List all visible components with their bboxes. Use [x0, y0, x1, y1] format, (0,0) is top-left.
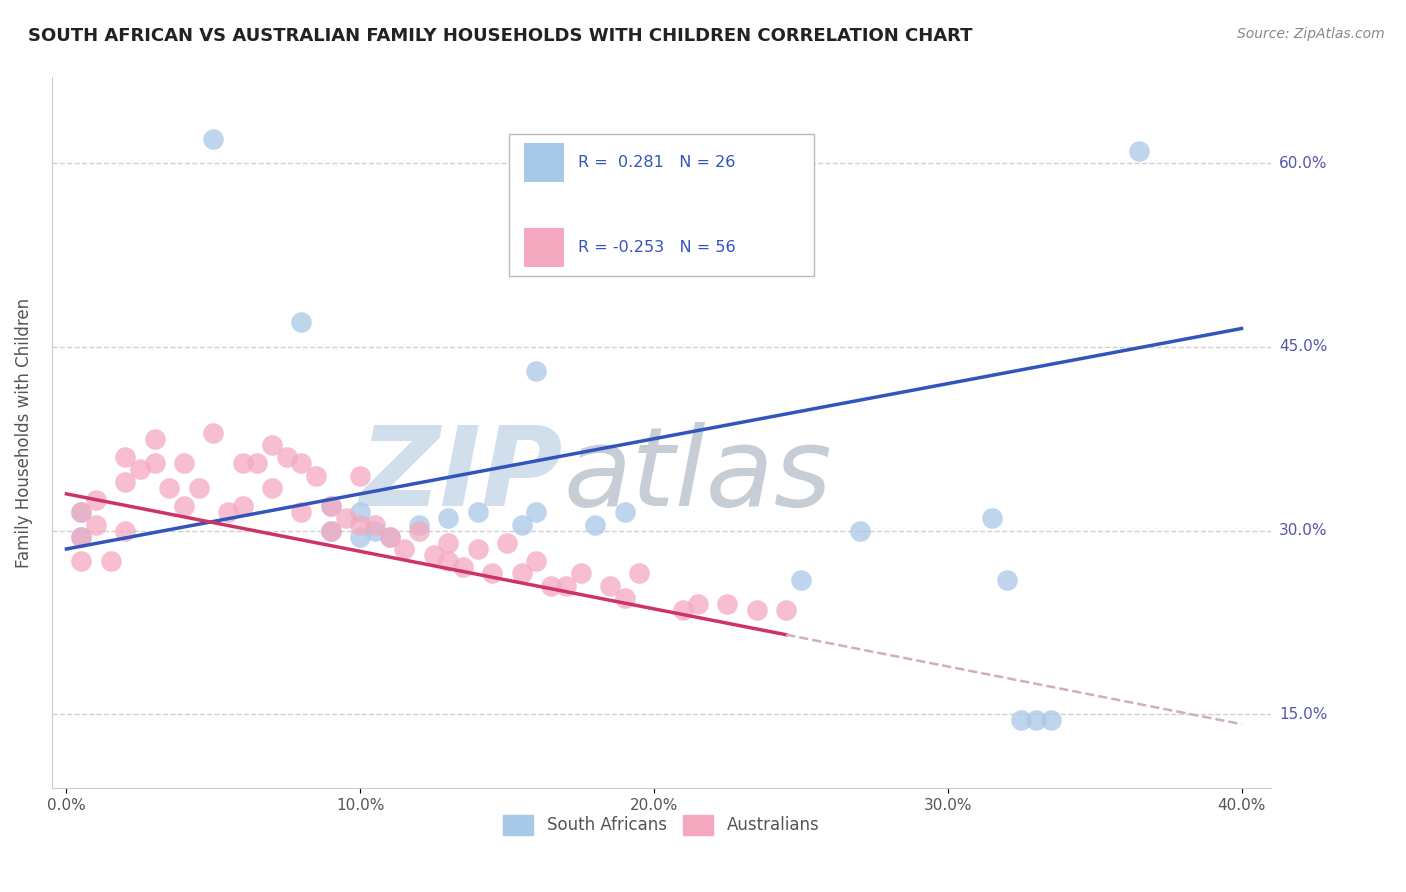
Point — [716, 597, 738, 611]
Point — [349, 530, 371, 544]
Point — [496, 536, 519, 550]
Point — [526, 505, 548, 519]
Point — [554, 579, 576, 593]
Point — [305, 468, 328, 483]
Point — [540, 579, 562, 593]
Point — [290, 315, 312, 329]
Point — [1128, 144, 1150, 158]
Point — [686, 597, 709, 611]
FancyBboxPatch shape — [523, 143, 564, 182]
Point — [378, 530, 401, 544]
Point — [319, 499, 342, 513]
Point — [613, 591, 636, 605]
Point — [202, 131, 225, 145]
Point — [467, 505, 489, 519]
Point — [246, 456, 269, 470]
Point — [232, 456, 254, 470]
Point — [848, 524, 870, 538]
Point — [276, 450, 298, 464]
Text: Source: ZipAtlas.com: Source: ZipAtlas.com — [1237, 27, 1385, 41]
Point — [995, 573, 1018, 587]
Point — [173, 456, 195, 470]
Text: 60.0%: 60.0% — [1279, 156, 1327, 170]
Point — [437, 511, 460, 525]
Point — [70, 530, 93, 544]
Point — [790, 573, 813, 587]
Point — [70, 505, 93, 519]
Point — [349, 468, 371, 483]
Point — [217, 505, 239, 519]
Point — [157, 481, 180, 495]
Point — [481, 566, 503, 581]
Point — [114, 450, 136, 464]
Point — [349, 517, 371, 532]
Point — [319, 524, 342, 538]
Point — [70, 530, 93, 544]
Point — [84, 517, 107, 532]
Point — [143, 432, 166, 446]
Point — [437, 536, 460, 550]
Point — [114, 475, 136, 489]
Point — [599, 579, 621, 593]
Point — [128, 462, 150, 476]
Point — [290, 505, 312, 519]
FancyBboxPatch shape — [509, 135, 814, 277]
Point — [143, 456, 166, 470]
Point — [100, 554, 122, 568]
Point — [290, 456, 312, 470]
Point — [335, 511, 357, 525]
Point — [1010, 714, 1032, 728]
Legend: South Africans, Australians: South Africans, Australians — [495, 806, 828, 844]
Point — [775, 603, 797, 617]
Point — [569, 566, 592, 581]
Point — [1039, 714, 1062, 728]
Point — [202, 425, 225, 440]
Point — [526, 364, 548, 378]
Point — [173, 499, 195, 513]
Text: ZIP: ZIP — [360, 422, 564, 529]
Point — [437, 554, 460, 568]
Point — [408, 517, 430, 532]
Point — [613, 505, 636, 519]
Point — [232, 499, 254, 513]
Text: 45.0%: 45.0% — [1279, 339, 1327, 354]
Point — [745, 603, 768, 617]
Text: 15.0%: 15.0% — [1279, 706, 1327, 722]
Point — [319, 524, 342, 538]
Point — [510, 566, 533, 581]
Point — [349, 505, 371, 519]
Y-axis label: Family Households with Children: Family Households with Children — [15, 298, 32, 567]
Point — [70, 554, 93, 568]
Point — [364, 524, 387, 538]
Point — [394, 541, 416, 556]
Point — [114, 524, 136, 538]
Point — [628, 566, 651, 581]
Point — [70, 505, 93, 519]
Text: R = -0.253   N = 56: R = -0.253 N = 56 — [578, 241, 737, 255]
Point — [408, 524, 430, 538]
Text: R =  0.281   N = 26: R = 0.281 N = 26 — [578, 155, 735, 170]
Point — [262, 481, 284, 495]
Point — [451, 560, 474, 574]
Point — [672, 603, 695, 617]
Point — [364, 517, 387, 532]
Point — [467, 541, 489, 556]
Point — [187, 481, 209, 495]
Point — [583, 517, 606, 532]
Point — [84, 493, 107, 508]
Point — [422, 548, 444, 562]
Point — [262, 438, 284, 452]
Point — [980, 511, 1002, 525]
FancyBboxPatch shape — [523, 228, 564, 268]
Point — [510, 517, 533, 532]
Point — [319, 499, 342, 513]
Text: SOUTH AFRICAN VS AUSTRALIAN FAMILY HOUSEHOLDS WITH CHILDREN CORRELATION CHART: SOUTH AFRICAN VS AUSTRALIAN FAMILY HOUSE… — [28, 27, 973, 45]
Text: 30.0%: 30.0% — [1279, 523, 1327, 538]
Text: atlas: atlas — [564, 422, 832, 529]
Point — [378, 530, 401, 544]
Point — [1025, 714, 1047, 728]
Point — [526, 554, 548, 568]
